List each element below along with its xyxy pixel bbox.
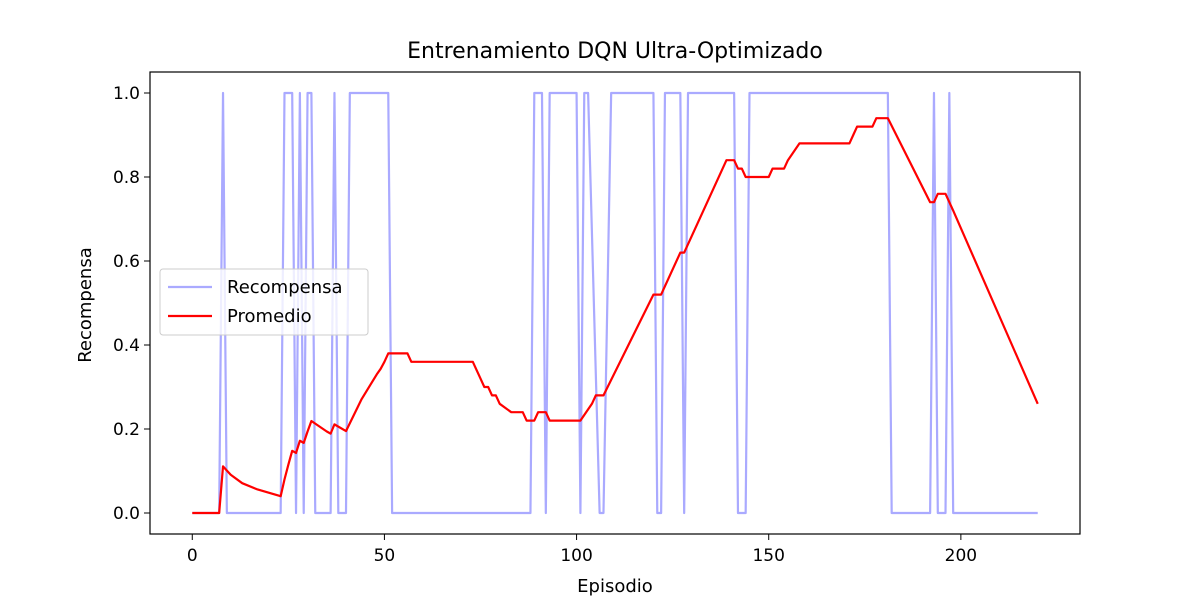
- y-tick-label: 1.0: [113, 84, 140, 104]
- chart-title: Entrenamiento DQN Ultra-Optimizado: [407, 39, 823, 64]
- y-tick-label: 0.8: [113, 168, 140, 188]
- x-axis-label: Episodio: [577, 576, 653, 597]
- legend-box: [159, 268, 369, 336]
- x-tick-label: 200: [945, 546, 977, 566]
- y-tick-label: 0.2: [113, 420, 140, 440]
- x-tick-label: 150: [752, 546, 784, 566]
- y-tick-label: 0.6: [113, 252, 140, 272]
- y-tick-label: 0.4: [113, 336, 140, 356]
- plot-frame: [149, 71, 1081, 535]
- x-tick-label: 0: [187, 546, 198, 566]
- y-tick-label: 0.0: [113, 504, 140, 524]
- legend-label-recompensa: Recompensa: [227, 277, 343, 298]
- y-axis-label: Recompensa: [75, 247, 96, 363]
- x-tick-label: 50: [374, 546, 396, 566]
- plot-area: 0 50 100 150 200 0.0 0.2 0.4 0.6 0.8 1.0: [113, 71, 1081, 566]
- x-tick-label: 100: [560, 546, 592, 566]
- legend-label-promedio: Promedio: [227, 306, 312, 327]
- legend: Recompensa Promedio: [159, 268, 369, 336]
- series-line-promedio: [192, 117, 1039, 515]
